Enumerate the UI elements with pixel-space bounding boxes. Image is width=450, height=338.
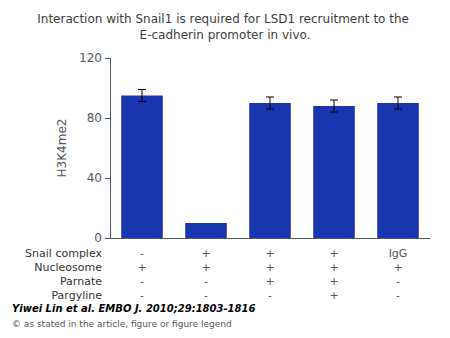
svg-text:40: 40 (87, 171, 102, 185)
svg-text:Interaction with Snail1 is req: Interaction with Snail1 is required for … (37, 12, 412, 26)
svg-text:-: - (268, 289, 272, 302)
svg-text:+: + (329, 247, 338, 260)
svg-text:© as stated in the article, fi: © as stated in the article, figure or fi… (12, 319, 232, 329)
svg-text:Snail complex: Snail complex (25, 247, 102, 260)
svg-text:Yiwei Lin et al. EMBO J. 2010;: Yiwei Lin et al. EMBO J. 2010;29:1803-18… (12, 303, 255, 314)
svg-text:+: + (265, 261, 274, 274)
svg-text:+: + (137, 261, 146, 274)
svg-text:-: - (140, 275, 144, 288)
svg-text:-: - (140, 247, 144, 260)
svg-text:Parnate: Parnate (60, 275, 102, 288)
svg-text:+: + (265, 275, 274, 288)
svg-text:+: + (393, 261, 402, 274)
svg-text:80: 80 (87, 111, 102, 125)
svg-text:-: - (396, 289, 400, 302)
svg-text:Pargyline: Pargyline (51, 289, 102, 302)
svg-text:-: - (204, 289, 208, 302)
svg-text:+: + (265, 247, 274, 260)
svg-text:+: + (329, 289, 338, 302)
svg-text:-: - (396, 275, 400, 288)
svg-text:+: + (329, 261, 338, 274)
svg-text:+: + (329, 275, 338, 288)
svg-text:120: 120 (79, 51, 102, 65)
svg-text:Nucleosome: Nucleosome (34, 261, 102, 274)
svg-text:+: + (201, 261, 210, 274)
svg-text:-: - (140, 289, 144, 302)
svg-text:H3K4me2: H3K4me2 (55, 119, 69, 178)
svg-text:IgG: IgG (389, 247, 408, 260)
svg-text:-: - (204, 275, 208, 288)
svg-text:+: + (201, 247, 210, 260)
svg-text:E-cadherin promoter in vivo.: E-cadherin promoter in vivo. (140, 28, 311, 42)
svg-text:0: 0 (94, 231, 102, 245)
